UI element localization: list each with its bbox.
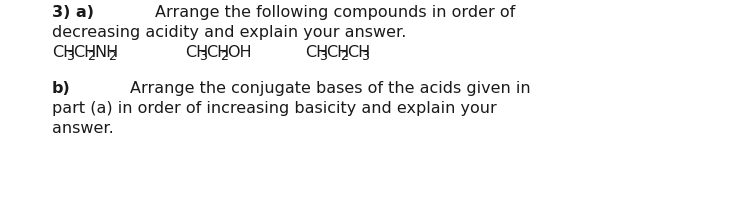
Text: OH: OH [227,45,252,60]
Text: 2: 2 [88,50,95,63]
Text: Arrange the following compounds in order of: Arrange the following compounds in order… [155,5,515,20]
Text: 3: 3 [199,50,207,63]
Text: part (a) in order of increasing basicity and explain your: part (a) in order of increasing basicity… [52,101,497,115]
Text: CH: CH [73,45,97,60]
Text: b): b) [52,81,70,95]
Text: CH: CH [347,45,370,60]
Text: answer.: answer. [52,120,114,135]
Text: CH: CH [206,45,229,60]
Text: CH: CH [52,45,75,60]
Text: 2: 2 [109,50,116,63]
Text: 2: 2 [341,50,348,63]
Text: CH: CH [326,45,349,60]
Text: decreasing acidity and explain your answer.: decreasing acidity and explain your answ… [52,25,407,40]
Text: 3: 3 [67,50,74,63]
Text: NH: NH [94,45,118,60]
Text: Arrange the conjugate bases of the acids given in: Arrange the conjugate bases of the acids… [130,81,530,95]
Text: 3: 3 [362,50,369,63]
Text: 3) a): 3) a) [52,5,94,20]
Text: 3: 3 [320,50,327,63]
Text: CH: CH [185,45,208,60]
Text: CH: CH [305,45,328,60]
Text: 2: 2 [220,50,228,63]
